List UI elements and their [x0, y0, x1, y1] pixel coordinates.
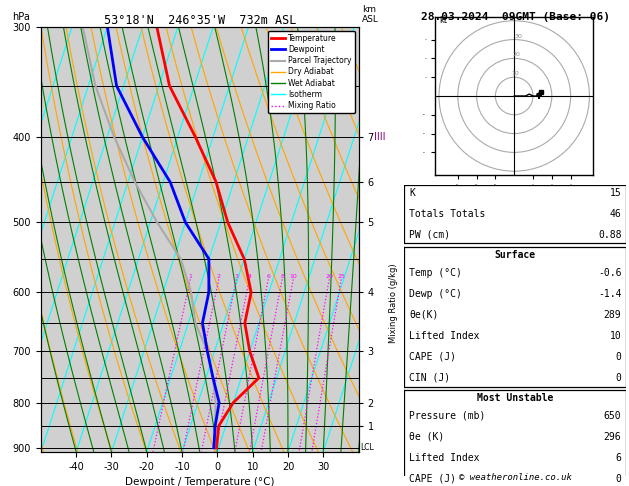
Text: -0.6: -0.6: [598, 268, 621, 278]
Text: 0: 0: [616, 352, 621, 362]
Text: 10: 10: [289, 275, 297, 279]
Text: 6: 6: [266, 275, 270, 279]
Text: 0: 0: [616, 474, 621, 484]
Text: 0.88: 0.88: [598, 229, 621, 240]
Text: 0: 0: [616, 373, 621, 382]
Text: θe (K): θe (K): [409, 432, 444, 442]
Text: Dewp (°C): Dewp (°C): [409, 289, 462, 299]
Text: 6: 6: [616, 453, 621, 463]
Text: Pressure (mb): Pressure (mb): [409, 411, 485, 421]
Text: 4: 4: [247, 275, 252, 279]
Text: 46: 46: [610, 208, 621, 219]
Text: 296: 296: [604, 432, 621, 442]
Text: hPa: hPa: [13, 13, 30, 22]
Text: CAPE (J): CAPE (J): [409, 352, 456, 362]
Text: 20: 20: [325, 275, 333, 279]
Text: -1.4: -1.4: [598, 289, 621, 299]
Text: 30: 30: [515, 34, 522, 39]
Text: CIN (J): CIN (J): [409, 373, 450, 382]
Text: kt: kt: [439, 16, 447, 25]
Text: 2: 2: [217, 275, 221, 279]
Text: θe(K): θe(K): [409, 310, 438, 320]
Text: 650: 650: [604, 411, 621, 421]
Text: 1: 1: [188, 275, 192, 279]
Text: 289: 289: [604, 310, 621, 320]
Text: 15: 15: [610, 188, 621, 198]
Text: PW (cm): PW (cm): [409, 229, 450, 240]
Text: Surface: Surface: [494, 250, 536, 260]
Text: 3: 3: [235, 275, 238, 279]
Text: Lifted Index: Lifted Index: [409, 453, 479, 463]
X-axis label: Dewpoint / Temperature (°C): Dewpoint / Temperature (°C): [125, 477, 274, 486]
Text: Mixing Ratio (g/kg): Mixing Ratio (g/kg): [389, 263, 398, 343]
Title: 53°18'N  246°35'W  732m ASL: 53°18'N 246°35'W 732m ASL: [104, 14, 296, 27]
Text: 8: 8: [281, 275, 284, 279]
Text: Most Unstable: Most Unstable: [477, 393, 554, 403]
Text: Lifted Index: Lifted Index: [409, 330, 479, 341]
Text: LCL: LCL: [360, 443, 374, 452]
Text: 25: 25: [337, 275, 345, 279]
Text: Temp (°C): Temp (°C): [409, 268, 462, 278]
Text: Totals Totals: Totals Totals: [409, 208, 485, 219]
Text: 20: 20: [513, 52, 521, 57]
Text: CAPE (J): CAPE (J): [409, 474, 456, 484]
Text: 28.03.2024  09GMT (Base: 06): 28.03.2024 09GMT (Base: 06): [421, 12, 610, 22]
Text: K: K: [409, 188, 415, 198]
Text: IIII: IIII: [374, 132, 386, 142]
Legend: Temperature, Dewpoint, Parcel Trajectory, Dry Adiabat, Wet Adiabat, Isotherm, Mi: Temperature, Dewpoint, Parcel Trajectory…: [269, 31, 355, 113]
Text: © weatheronline.co.uk: © weatheronline.co.uk: [459, 473, 572, 482]
Text: km
ASL: km ASL: [362, 5, 379, 24]
Text: 10: 10: [610, 330, 621, 341]
Text: 10: 10: [511, 71, 520, 76]
